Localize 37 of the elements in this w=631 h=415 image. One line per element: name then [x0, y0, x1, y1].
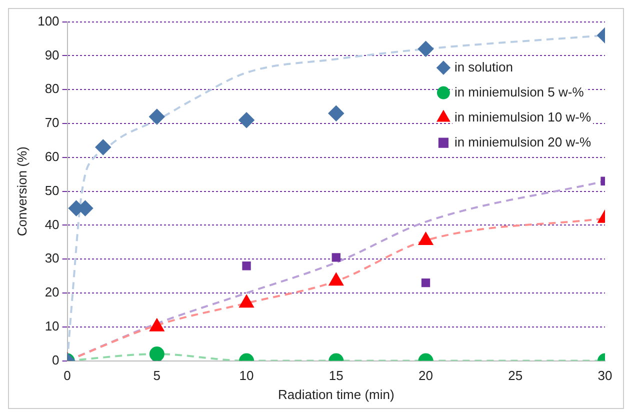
- point: [149, 109, 164, 124]
- point: [332, 253, 340, 262]
- y-tick-label: 60: [44, 148, 60, 164]
- y-tick-label: 30: [44, 250, 60, 266]
- y-tick-label: 80: [44, 81, 60, 96]
- point: [150, 319, 164, 332]
- legend-label: in miniemulsion 10 w-%: [454, 109, 592, 124]
- x-tick-label: 20: [418, 368, 433, 384]
- point: [421, 278, 430, 288]
- x-tick-label: 10: [239, 368, 254, 384]
- y-tick-label: 0: [52, 352, 60, 368]
- point: [240, 296, 254, 308]
- x-tick-label: 0: [64, 368, 71, 384]
- legend-label: in miniemulsion 20 w-%: [454, 134, 592, 150]
- point: [328, 106, 344, 121]
- y-tick-label: 10: [44, 318, 60, 334]
- x-tick-label: 25: [508, 368, 523, 384]
- x-tick-label: 5: [153, 368, 161, 384]
- x-tick-label: 30: [598, 368, 612, 384]
- point: [239, 112, 254, 128]
- x-axis-title: Radiation time (min): [278, 386, 394, 402]
- y-tick-label: 70: [44, 115, 60, 130]
- point: [419, 232, 432, 245]
- point: [96, 140, 111, 155]
- point: [329, 274, 343, 286]
- y-tick-label: 90: [44, 47, 60, 62]
- y-tick-label: 40: [44, 216, 60, 232]
- point: [242, 262, 251, 270]
- point: [418, 41, 434, 56]
- y-axis-title: Conversion (%): [14, 146, 30, 236]
- y-tick-label: 50: [44, 182, 60, 198]
- y-tick-label: 100: [38, 13, 60, 28]
- x-tick-label: 15: [328, 368, 344, 384]
- y-tick-label: 20: [44, 284, 60, 300]
- point: [149, 346, 164, 361]
- legend-label: in miniemulsion 5 w-%: [454, 84, 584, 100]
- legend-label: in solution: [454, 59, 513, 74]
